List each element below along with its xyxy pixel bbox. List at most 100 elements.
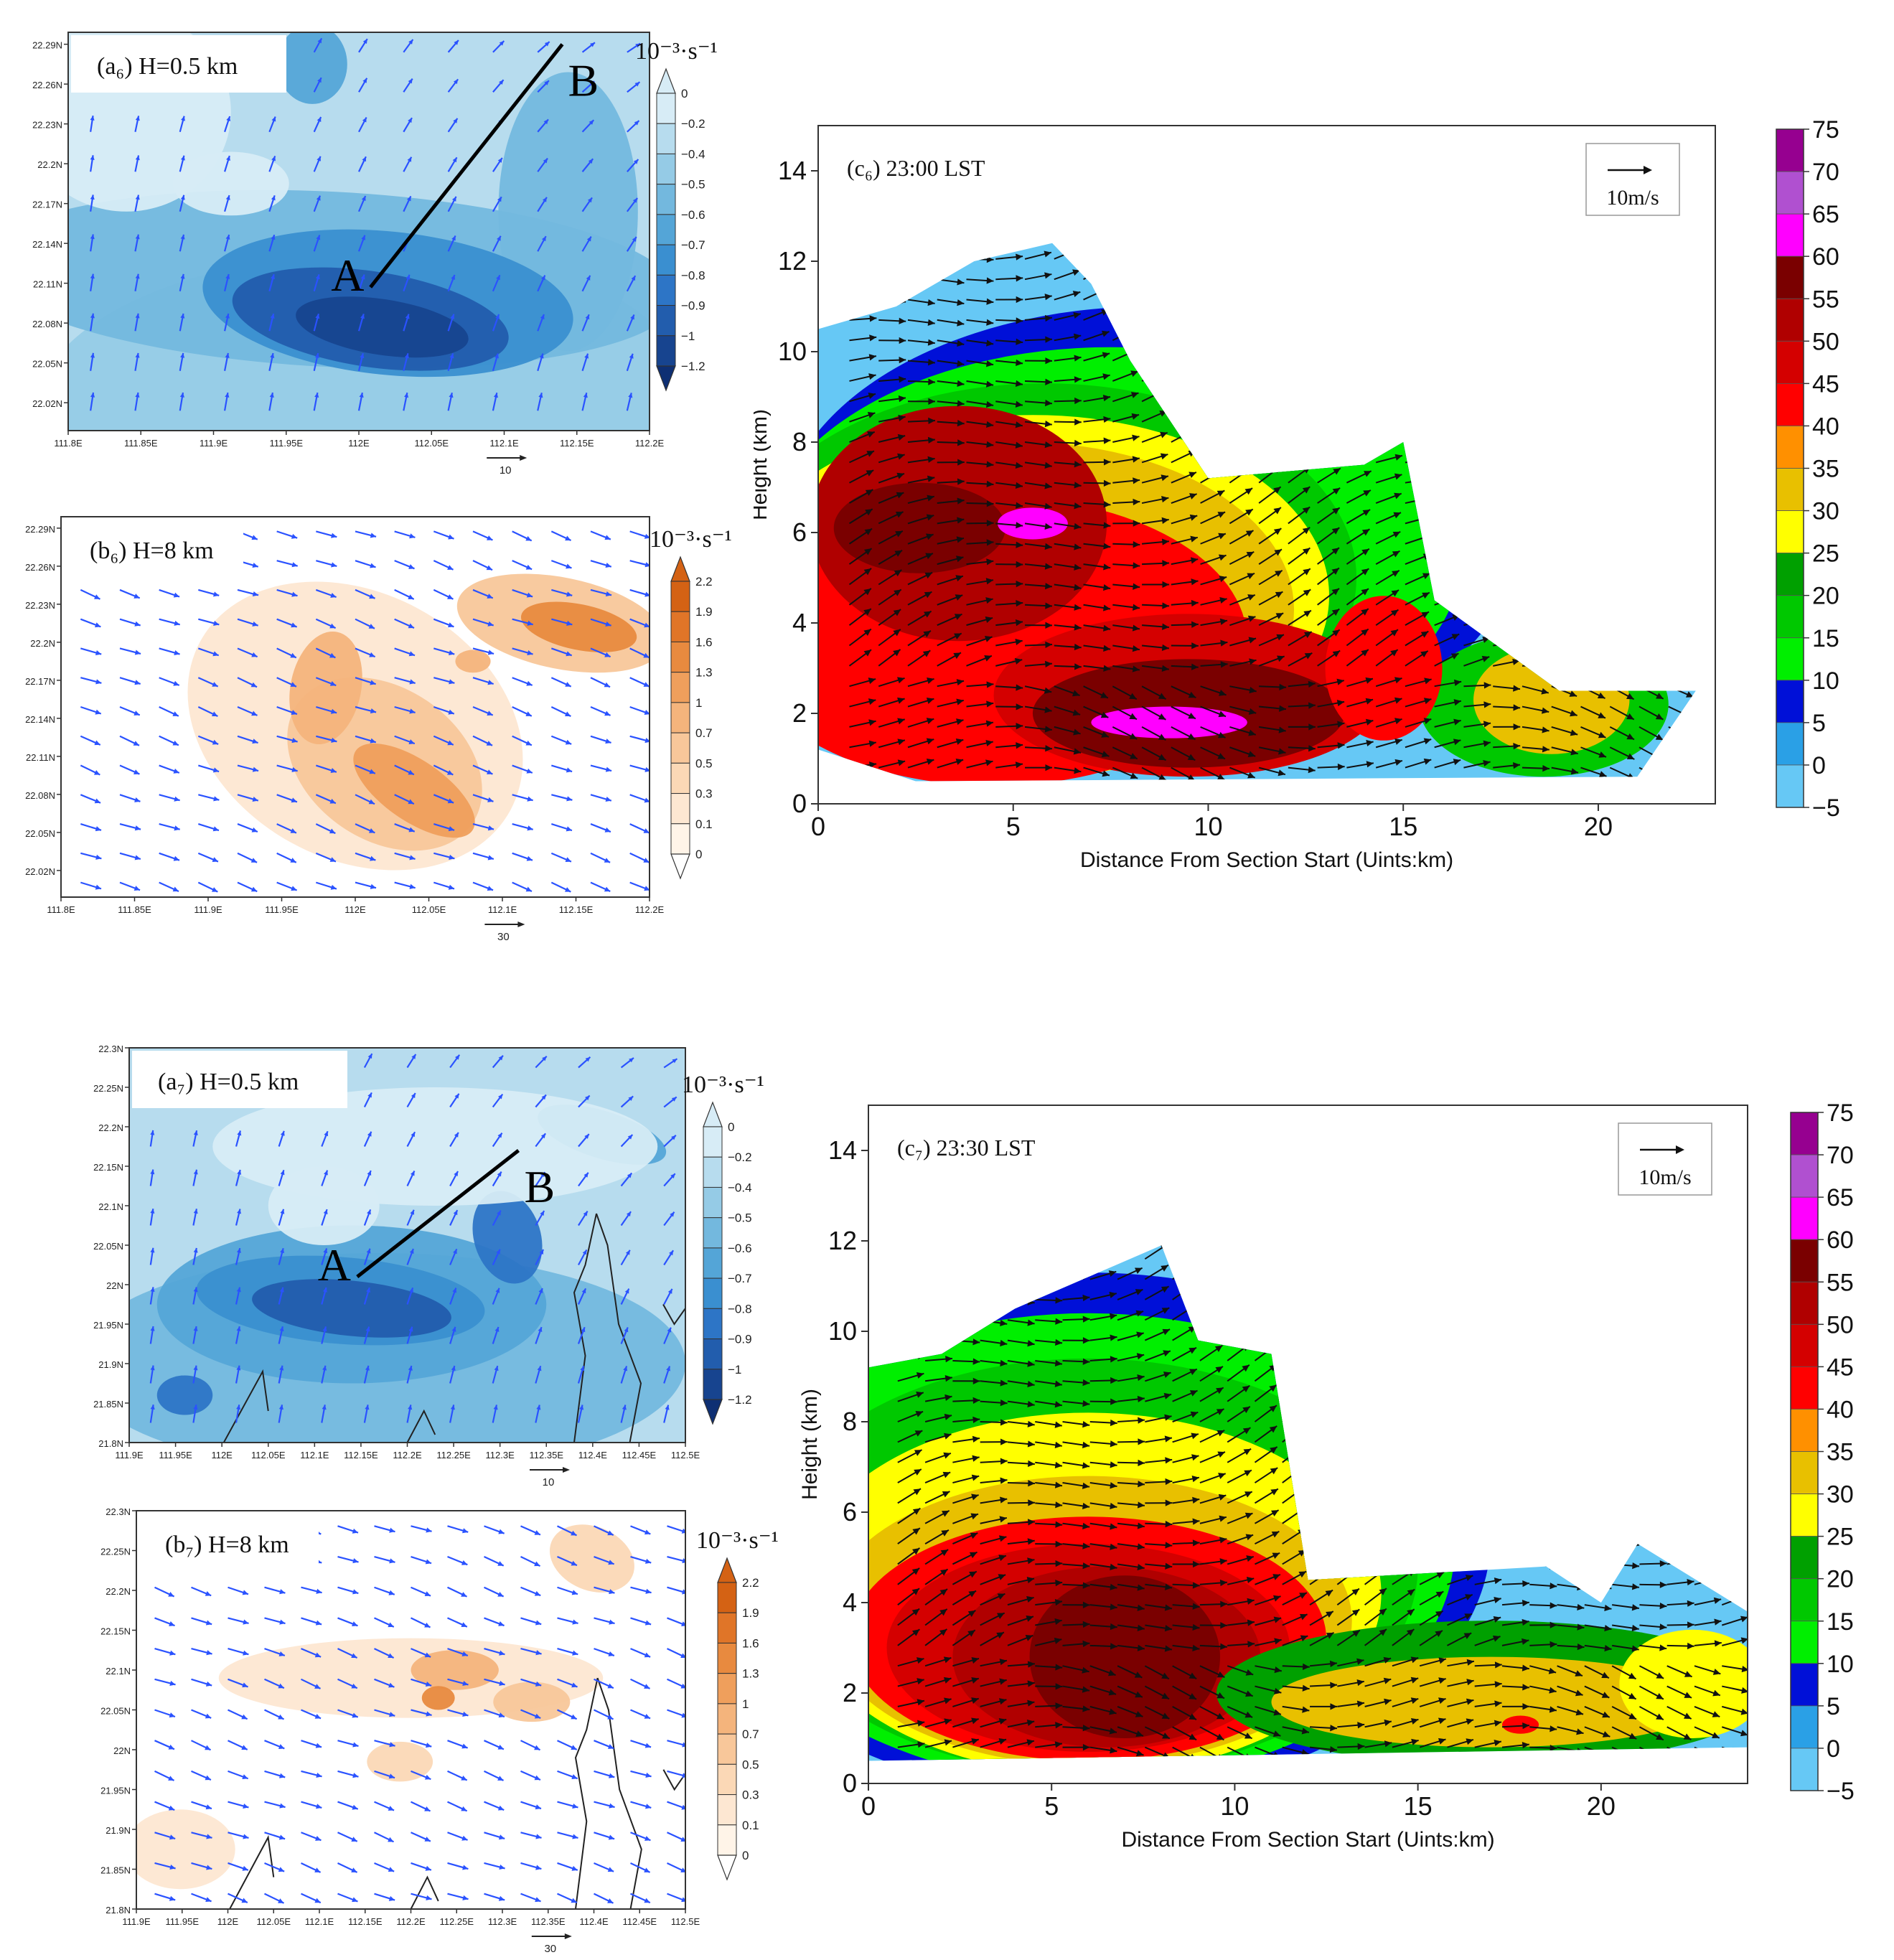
wind-vector [1288, 609, 1312, 626]
wind-vector [1200, 618, 1228, 627]
wind-vector [276, 823, 297, 834]
wind-vector [1463, 701, 1491, 708]
lat-tick-label: 21.95N [93, 1320, 123, 1331]
wind-vector [878, 395, 906, 403]
wind-vector [1062, 1522, 1090, 1529]
wind-vector [897, 1372, 924, 1382]
wind-vector [1083, 644, 1111, 652]
lon-tick-label: 111.95E [159, 1450, 192, 1460]
wind-vector [149, 1405, 155, 1423]
wind-vector [406, 1287, 414, 1305]
wind-vector [1089, 1356, 1117, 1363]
colorbar-tick-label: 1.9 [695, 605, 713, 619]
wind-vector [897, 1410, 924, 1422]
wind-vector [1172, 1496, 1200, 1504]
wind-vector [1694, 1705, 1720, 1717]
wind-vector [119, 881, 141, 891]
wind-vector [316, 735, 337, 743]
wind-vector [1419, 1717, 1446, 1728]
wind-vector [80, 589, 100, 600]
wind-vector [1611, 1644, 1639, 1652]
wind-vector [1035, 1318, 1063, 1325]
lat-tick-label: 22.26N [32, 80, 62, 90]
wind-vector [1375, 512, 1402, 525]
wind-vector [995, 522, 1023, 529]
wind-vector [1024, 482, 1052, 489]
lat-tick-label: 22.05N [100, 1706, 131, 1717]
colorbar-segment [656, 305, 676, 337]
wind-vector [512, 823, 533, 831]
wind-vector [159, 852, 180, 861]
wind-vector [1062, 1337, 1090, 1344]
wind-vector [966, 400, 994, 408]
wind-vector [1024, 583, 1053, 590]
wind-vector [1112, 392, 1139, 403]
plot-frame [817, 125, 1716, 805]
wind-vector [1199, 1579, 1227, 1587]
wind-vector [411, 1893, 432, 1900]
wind-vector [1024, 314, 1052, 322]
wind-vector [620, 1249, 631, 1266]
panel-label-text: (a₆) H=0.5 km [97, 53, 238, 80]
wind-vector [1117, 1583, 1145, 1591]
wind-vector [1117, 1438, 1145, 1445]
colorbar-tick-label: 2.2 [742, 1576, 759, 1590]
wind-vector [1083, 330, 1110, 342]
wind-vector [406, 1054, 417, 1069]
wind-vector [1288, 506, 1311, 525]
wind-vector [512, 618, 533, 626]
colorbar-segment [1776, 171, 1804, 215]
wind-vector [1007, 1420, 1035, 1427]
wind-vector [1117, 1746, 1144, 1757]
colorbar-segment [1776, 298, 1804, 342]
x-tick-label: 5 [1006, 812, 1021, 841]
wind-vector [447, 1678, 469, 1687]
wind-vector [1172, 1539, 1200, 1547]
wind-vector [937, 698, 964, 708]
wind-vector [620, 1095, 634, 1108]
wind-vector [907, 758, 934, 769]
wind-vector [268, 156, 276, 172]
lon-tick-label: 112.05E [257, 1916, 291, 1927]
wind-vector [237, 823, 258, 833]
wind-vector [1054, 269, 1080, 281]
lat-tick-label: 21.85N [100, 1865, 131, 1876]
y-tick-label: 12 [778, 246, 807, 276]
colorbar-tick-label: 0.3 [695, 787, 713, 801]
wind-vector [1364, 1656, 1392, 1667]
wind-vector [1229, 615, 1256, 627]
wind-vector [535, 1133, 546, 1148]
colorbar-segment [656, 123, 676, 154]
wind-vector [1474, 1616, 1501, 1626]
wind-vector [1089, 1270, 1117, 1280]
chart-title: (c₇) 23:30 LST [897, 1135, 1036, 1160]
colorbar-tick-label: 75 [1812, 116, 1839, 144]
wind-vector [355, 823, 375, 834]
wind-vector [620, 1405, 627, 1423]
lon-tick-label: 111.85E [118, 904, 151, 915]
coastline [596, 1677, 642, 1909]
wind-vector [1083, 624, 1111, 632]
wind-vector [321, 1287, 327, 1305]
wind-vector [1089, 1563, 1117, 1570]
wind-vector [1364, 1740, 1392, 1748]
wind-vector [924, 1413, 952, 1422]
wind-vector [492, 1171, 502, 1187]
wind-vector [1254, 1405, 1277, 1422]
wind-vector [907, 610, 932, 627]
x-tick-label: 5 [1044, 1791, 1059, 1821]
wind-vector [492, 274, 501, 292]
wind-vector [358, 117, 367, 133]
wind-vector [134, 352, 140, 371]
wind-vector [557, 1832, 578, 1839]
wind-vector [629, 530, 650, 539]
vorticity-contour [277, 32, 347, 104]
wind-vector [1145, 1521, 1173, 1528]
colorbar-segment [656, 274, 676, 306]
colorbar-segment [656, 184, 676, 215]
wind-vector [403, 117, 413, 133]
wind-vector [980, 1458, 1008, 1465]
reflectivity-contour [1619, 1629, 1748, 1739]
wind-vector [433, 881, 455, 890]
wind-vector [192, 1209, 198, 1226]
